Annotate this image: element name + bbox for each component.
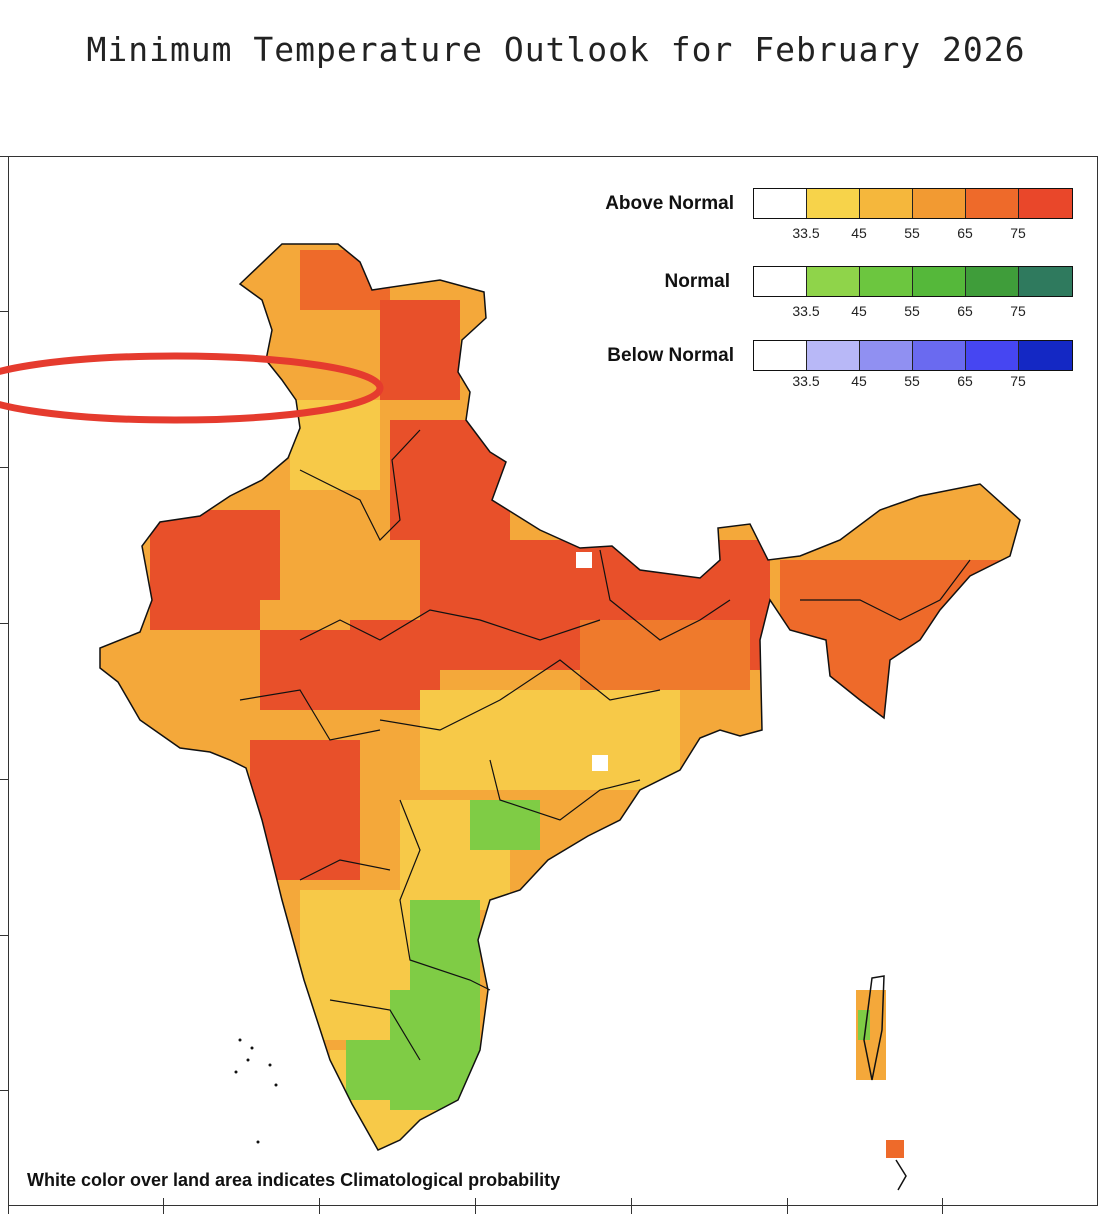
legend-cell	[966, 341, 1019, 370]
legend-tick: 45	[851, 373, 867, 389]
legend-cell	[754, 189, 807, 218]
map-title: Minimum Temperature Outlook for February…	[86, 30, 1026, 69]
legend-tick: 45	[851, 303, 867, 319]
legend-tick: 65	[957, 225, 973, 241]
legend-cell	[860, 341, 913, 370]
legend-cell	[807, 267, 860, 296]
legend-cell	[913, 189, 966, 218]
legend-tick: 55	[904, 303, 920, 319]
annotation-ellipse	[0, 352, 384, 424]
legend-cell	[1019, 189, 1072, 218]
legend-cell	[860, 267, 913, 296]
legend-tick: 75	[1010, 303, 1026, 319]
left-axis-ticks	[0, 156, 8, 1206]
legend-tick: 45	[851, 225, 867, 241]
legend-cell	[860, 189, 913, 218]
legend-cell	[913, 267, 966, 296]
legend-bar-above-normal	[753, 188, 1073, 219]
legend-cell	[1019, 341, 1072, 370]
legend-tick: 33.5	[792, 373, 820, 389]
legend-cell	[754, 267, 807, 296]
legend-tick: 55	[904, 373, 920, 389]
legend-row-normal: Normal 33.5 45 55 65 75	[590, 263, 1080, 323]
climatology-note: White color over land area indicates Cli…	[27, 1170, 561, 1190]
legend-row-above-normal: Above Normal 33.5 45 55 65 75	[590, 185, 1080, 245]
legend-tick: 65	[957, 303, 973, 319]
legend-tick: 33.5	[792, 225, 820, 241]
legend-label-above-normal: Above Normal	[605, 193, 734, 214]
legend-cell	[966, 267, 1019, 296]
legend-label-below-normal: Below Normal	[607, 345, 734, 366]
lakshadweep-islands	[234, 1038, 278, 1144]
state-boundaries	[239, 429, 971, 1061]
legend-cell	[807, 341, 860, 370]
legend-cell	[966, 189, 1019, 218]
legend-cell	[807, 189, 860, 218]
legend-tick: 55	[904, 225, 920, 241]
bottom-axis-ticks	[8, 1198, 1098, 1214]
legend-tick: 75	[1010, 225, 1026, 241]
legend-tick: 65	[957, 373, 973, 389]
legend-bar-below-normal	[753, 340, 1073, 371]
legend-cell	[754, 341, 807, 370]
legend-cell	[913, 341, 966, 370]
legend-bar-normal	[753, 266, 1073, 297]
legend: Above Normal 33.5 45 55 65 75 Normal 33.…	[590, 185, 1080, 405]
legend-cell	[1019, 267, 1072, 296]
andaman-islands	[856, 975, 907, 1191]
legend-row-below-normal: Below Normal 33.5 45 55 65 75	[590, 337, 1080, 397]
legend-tick: 33.5	[792, 303, 820, 319]
legend-label-normal: Normal	[664, 271, 730, 292]
legend-tick: 75	[1010, 373, 1026, 389]
